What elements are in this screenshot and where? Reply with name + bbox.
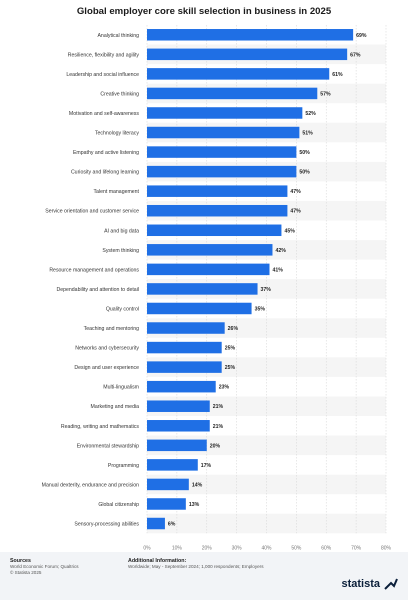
bar[interactable] bbox=[147, 146, 297, 158]
category-label: Resource management and operations bbox=[49, 267, 139, 273]
bar[interactable] bbox=[147, 263, 270, 276]
category-label: AI and big data bbox=[104, 228, 139, 234]
value-label: 25% bbox=[225, 346, 236, 352]
additional-info-heading: Additional Information: bbox=[128, 558, 187, 564]
x-tick-label: 50% bbox=[291, 545, 302, 551]
x-tick-label: 30% bbox=[232, 545, 243, 551]
value-label: 6% bbox=[168, 522, 176, 528]
category-label: Environmental stewardship bbox=[77, 443, 139, 449]
bar[interactable] bbox=[147, 322, 225, 334]
category-label: Creative thinking bbox=[100, 91, 139, 97]
category-label: Reading, writing and mathematics bbox=[61, 424, 140, 430]
bar[interactable] bbox=[147, 224, 282, 237]
x-tick-label: 80% bbox=[381, 545, 392, 551]
copyright-text: © Statista 2025 bbox=[10, 570, 42, 575]
category-label: Leadership and social influence bbox=[66, 72, 139, 78]
bar[interactable] bbox=[147, 302, 252, 315]
category-label: Motivation and self-awareness bbox=[69, 111, 139, 117]
value-label: 37% bbox=[261, 287, 272, 293]
category-label: Multi-lingualism bbox=[103, 385, 139, 391]
value-label: 14% bbox=[192, 482, 203, 488]
bar[interactable] bbox=[147, 283, 258, 295]
category-label: Quality control bbox=[106, 306, 139, 312]
bar[interactable] bbox=[147, 107, 303, 119]
category-label: Design and user experience bbox=[74, 365, 139, 371]
category-label: Sensory-processing abilities bbox=[74, 522, 139, 528]
value-label: 41% bbox=[272, 267, 283, 273]
value-label: 26% bbox=[228, 326, 239, 332]
bar[interactable] bbox=[147, 244, 273, 256]
additional-info-text: Worldwide; May - September 2024; 1,000 r… bbox=[128, 564, 264, 569]
bar[interactable] bbox=[147, 68, 330, 80]
category-label: Marketing and media bbox=[91, 404, 140, 410]
chart-title: Global employer core skill selection in … bbox=[76, 6, 332, 17]
bar[interactable] bbox=[147, 361, 222, 373]
category-label: Empathy and active listening bbox=[73, 150, 139, 156]
category-label: System thinking bbox=[102, 248, 139, 254]
x-tick-label: 10% bbox=[172, 545, 183, 551]
value-label: 35% bbox=[255, 306, 266, 312]
value-label: 25% bbox=[225, 365, 236, 371]
category-label: Programming bbox=[108, 463, 139, 469]
value-label: 21% bbox=[213, 404, 224, 410]
bar[interactable] bbox=[147, 400, 210, 412]
bar[interactable] bbox=[147, 204, 288, 217]
category-label: Analytical thinking bbox=[97, 33, 139, 39]
value-label: 61% bbox=[332, 72, 343, 78]
bar[interactable] bbox=[147, 517, 165, 530]
category-label: Curiosity and lifelong learning bbox=[71, 170, 139, 176]
bar[interactable] bbox=[147, 126, 300, 139]
footer: Sources World Economic Forum; Qualtrics … bbox=[0, 552, 408, 600]
bar[interactable] bbox=[147, 498, 186, 510]
value-label: 50% bbox=[299, 150, 310, 156]
additional-info-block: Additional Information: Worldwide; May -… bbox=[128, 558, 264, 570]
value-label: 13% bbox=[189, 502, 200, 508]
x-tick-label: 40% bbox=[261, 545, 272, 551]
bar[interactable] bbox=[147, 459, 198, 471]
bar-chart: 0% 10% 20% 30% 40% 50% 60% 70% 80% Analytical thi… bbox=[42, 25, 392, 551]
category-label: Technology literacy bbox=[95, 131, 140, 137]
value-label: 45% bbox=[284, 228, 295, 234]
category-label: Networks and cybersecurity bbox=[75, 346, 139, 352]
bar[interactable] bbox=[147, 439, 207, 452]
value-label: 23% bbox=[219, 385, 230, 391]
value-label: 47% bbox=[290, 189, 301, 195]
category-label: Resilience, flexibility and agility bbox=[68, 52, 140, 58]
sources-text: World Economic Forum; Qualtrics bbox=[10, 564, 79, 569]
value-label: 51% bbox=[302, 131, 313, 137]
category-label: Manual dexterity, endurance and precisio… bbox=[42, 482, 139, 488]
value-label: 67% bbox=[350, 52, 361, 58]
bar[interactable] bbox=[147, 185, 288, 197]
category-label: Talent management bbox=[93, 189, 139, 195]
value-label: 69% bbox=[356, 33, 367, 39]
value-label: 21% bbox=[213, 424, 224, 430]
value-label: 17% bbox=[201, 463, 212, 469]
value-label: 52% bbox=[305, 111, 316, 117]
x-tick-label: 70% bbox=[351, 545, 362, 551]
bar[interactable] bbox=[147, 165, 297, 178]
bar[interactable] bbox=[147, 420, 210, 432]
sources-heading: Sources bbox=[10, 558, 31, 564]
value-label: 57% bbox=[320, 91, 331, 97]
statista-logo[interactable]: statista bbox=[341, 578, 380, 590]
sources-block: Sources World Economic Forum; Qualtrics … bbox=[10, 558, 79, 576]
bar[interactable] bbox=[147, 29, 354, 41]
value-label: 50% bbox=[299, 170, 310, 176]
bar[interactable] bbox=[147, 48, 348, 61]
bar[interactable] bbox=[147, 380, 216, 393]
value-label: 20% bbox=[210, 443, 221, 449]
bar[interactable] bbox=[147, 87, 318, 100]
statista-logo-icon bbox=[384, 578, 398, 590]
x-tick-label: 60% bbox=[321, 545, 332, 551]
bar[interactable] bbox=[147, 341, 222, 354]
value-label: 42% bbox=[275, 248, 286, 254]
value-label: 47% bbox=[290, 209, 301, 215]
bar[interactable] bbox=[147, 478, 189, 491]
category-label: Global citizenship bbox=[98, 502, 139, 508]
category-label: Teaching and mentoring bbox=[84, 326, 139, 332]
x-tick-label: 0% bbox=[143, 545, 151, 551]
x-tick-label: 20% bbox=[202, 545, 213, 551]
category-label: Dependability and attention to detail bbox=[57, 287, 139, 293]
category-label: Service orientation and customer service bbox=[45, 209, 139, 215]
